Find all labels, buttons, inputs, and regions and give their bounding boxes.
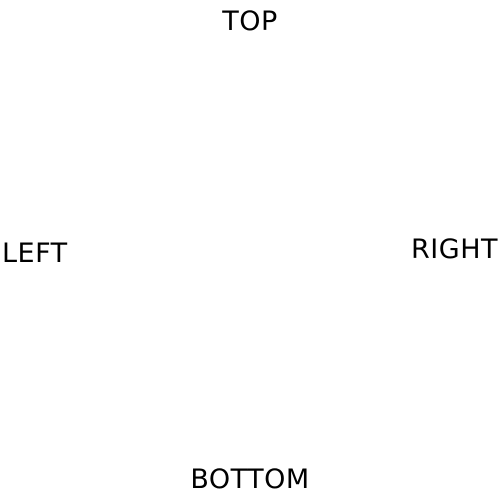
right-label: RIGHT (411, 234, 498, 265)
bottom-label: BOTTOM (190, 464, 310, 495)
top-label: TOP (222, 6, 278, 37)
left-label: LEFT (2, 238, 68, 269)
